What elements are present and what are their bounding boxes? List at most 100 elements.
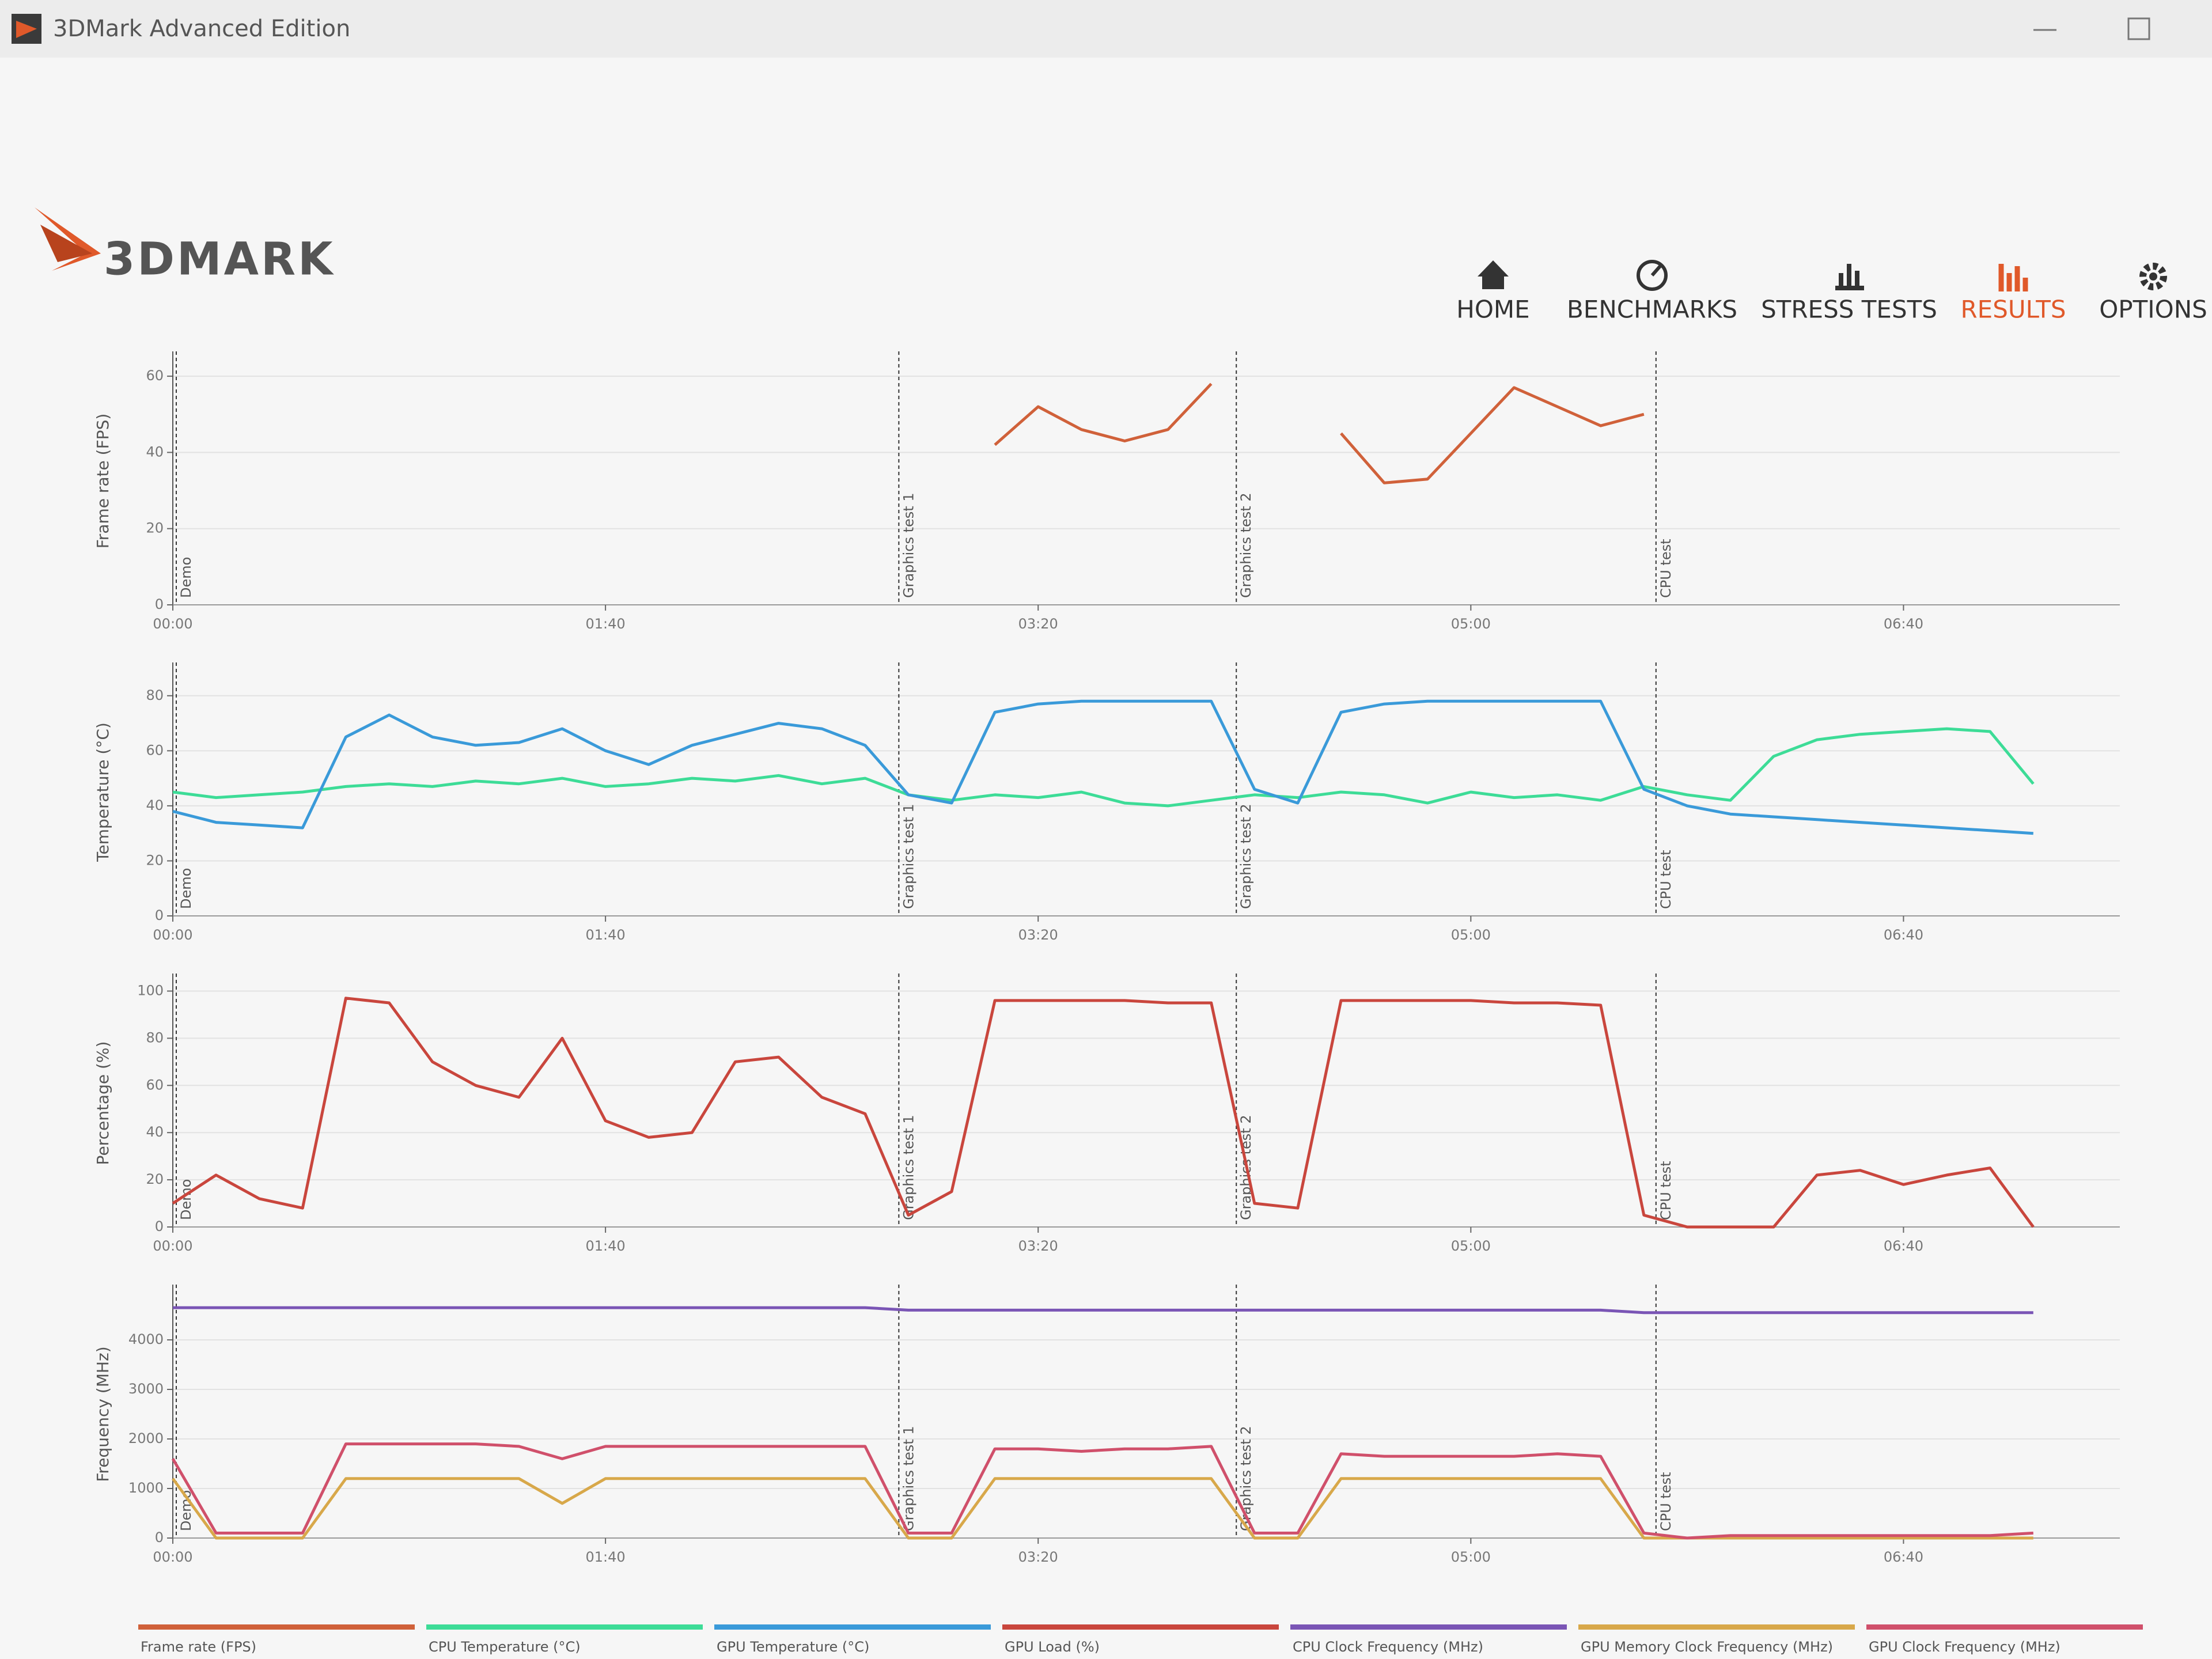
x-tick-label: 01:40 — [586, 927, 626, 943]
series-line — [171, 1477, 2033, 1540]
y-tick-label: 0 — [155, 1529, 164, 1546]
test-marker-label: CPU test — [1658, 539, 1674, 598]
nav-item[interactable]: RESULTS — [1960, 296, 2066, 324]
chart-panel: 0 1000 2000 3000 4000 00:00 01:40 03:20 05:00 06:… — [93, 1285, 2120, 1565]
x-tick-label: 03:20 — [1018, 927, 1058, 943]
legend-label: CPU Temperature (°C) — [429, 1639, 581, 1655]
series-line — [994, 382, 1645, 484]
nav-item[interactable]: OPTIONS — [2099, 296, 2207, 324]
legend-label: GPU Temperature (°C) — [717, 1639, 869, 1655]
y-tick-label: 60 — [146, 368, 164, 384]
legend-swatch — [1578, 1624, 1855, 1630]
test-marker-label: Demo — [178, 868, 194, 909]
series-line — [172, 699, 2033, 835]
nav-item[interactable]: HOME — [1456, 296, 1529, 324]
y-tick-label: 80 — [146, 1029, 164, 1046]
benchmarks-icon[interactable] — [1637, 260, 1668, 291]
logo-swoosh-shadow — [40, 225, 92, 262]
x-tick-label: 01:40 — [586, 1549, 626, 1565]
y-tick-label: 4000 — [128, 1331, 164, 1347]
x-tick-label: 00:00 — [153, 1549, 192, 1565]
series-line — [172, 727, 2035, 808]
y-tick-label: 1000 — [128, 1480, 164, 1496]
test-marker-label: Graphics test 2 — [1238, 493, 1254, 598]
y-tick-label: 0 — [155, 907, 164, 923]
app-icon-mark — [16, 21, 37, 38]
test-marker-label: CPU test — [1658, 1472, 1674, 1531]
x-tick-label: 05:00 — [1451, 927, 1491, 943]
y-tick-label: 3000 — [128, 1381, 164, 1397]
test-marker-label: Graphics test 2 — [1238, 804, 1254, 909]
x-tick-label: 06:40 — [1884, 616, 1923, 632]
chart-panel: 0 20 40 60 80 100 00:00 01:40 03:20 05:00 06:40 Per… — [93, 974, 2120, 1254]
x-tick-label: 05:00 — [1451, 1238, 1491, 1254]
nav-item[interactable]: STRESS TESTS — [1761, 296, 1937, 324]
maximize-button[interactable] — [2127, 17, 2150, 40]
options-icon-center — [2149, 272, 2157, 281]
series-line — [171, 1442, 2033, 1540]
y-tick-label: 20 — [146, 520, 164, 536]
legend-swatch — [426, 1624, 703, 1630]
y-tick-label: 20 — [146, 1171, 164, 1187]
window-title: 3DMark Advanced Edition — [53, 16, 350, 42]
x-tick-label: 05:00 — [1451, 616, 1491, 632]
y-tick-label: 0 — [155, 1218, 164, 1234]
stress-tests-icon[interactable] — [1835, 264, 1864, 290]
x-tick-label: 06:40 — [1884, 1238, 1923, 1254]
y-tick-label: 60 — [146, 1077, 164, 1093]
x-tick-label: 03:20 — [1018, 616, 1058, 632]
legend-swatch — [1866, 1624, 2143, 1630]
x-tick-label: 05:00 — [1451, 1549, 1491, 1565]
test-marker-label: Graphics test 1 — [900, 804, 916, 909]
x-tick-label: 00:00 — [153, 927, 192, 943]
legend-swatch — [1290, 1624, 1567, 1630]
series-line — [173, 1306, 2033, 1315]
legend-label: GPU Clock Frequency (MHz) — [1869, 1639, 2061, 1655]
x-tick-label: 03:20 — [1018, 1549, 1058, 1565]
chart-panel: 0 20 40 60 80 00:00 01:40 03:20 05:00 06:40 Temper… — [93, 662, 2120, 943]
nav-item[interactable]: BENCHMARKS — [1567, 296, 1737, 324]
legend-swatch — [138, 1624, 415, 1630]
navigation: HOME BENCHMARKS STRESS TESTS RESULTS OPT… — [1456, 260, 2207, 324]
test-marker-label: CPU test — [1658, 850, 1674, 909]
x-tick-label: 01:40 — [586, 1238, 626, 1254]
legend-swatch — [714, 1624, 991, 1630]
y-axis-label: Percentage (%) — [93, 1041, 112, 1165]
series-line — [172, 997, 2035, 1229]
test-marker-label: Graphics test 1 — [900, 493, 916, 598]
y-tick-label: 40 — [146, 797, 164, 813]
y-tick-label: 20 — [146, 852, 164, 868]
y-tick-label: 2000 — [128, 1430, 164, 1446]
chart-panel: 0 20 40 60 00:00 01:40 03:20 05:00 06:40 Frame ra… — [93, 351, 2120, 632]
legend-label: GPU Memory Clock Frequency (MHz) — [1581, 1639, 1833, 1655]
y-tick-label: 80 — [146, 687, 164, 703]
legend-swatch — [1002, 1624, 1279, 1630]
x-tick-label: 01:40 — [586, 616, 626, 632]
test-marker-label: Demo — [178, 557, 194, 598]
x-tick-label: 03:20 — [1018, 1238, 1058, 1254]
y-tick-label: 40 — [146, 444, 164, 460]
options-icon[interactable] — [2139, 263, 2167, 290]
y-axis-label: Frequency (MHz) — [93, 1346, 112, 1482]
y-axis-label: Frame rate (FPS) — [93, 414, 112, 549]
y-tick-label: 60 — [146, 742, 164, 758]
test-marker-label: Graphics test 1 — [900, 1426, 916, 1531]
test-marker-label: CPU test — [1658, 1161, 1674, 1220]
x-tick-label: 00:00 — [153, 1238, 192, 1254]
benchmarks-needle — [1650, 265, 1662, 276]
y-tick-label: 0 — [155, 596, 164, 612]
home-icon[interactable] — [1478, 260, 1509, 289]
legend-label: GPU Load (%) — [1005, 1639, 1100, 1655]
y-axis-label: Temperature (°C) — [93, 722, 112, 862]
logo-text: 3DMARK — [104, 233, 335, 285]
results-icon[interactable] — [1998, 264, 2028, 291]
title-bar — [0, 0, 2212, 58]
y-tick-label: 40 — [146, 1124, 164, 1140]
x-tick-label: 06:40 — [1884, 927, 1923, 943]
legend-label: Frame rate (FPS) — [141, 1639, 256, 1655]
logo: 3DMARK — [35, 207, 335, 285]
legend-label: CPU Clock Frequency (MHz) — [1293, 1639, 1483, 1655]
y-tick-label: 100 — [137, 982, 164, 998]
